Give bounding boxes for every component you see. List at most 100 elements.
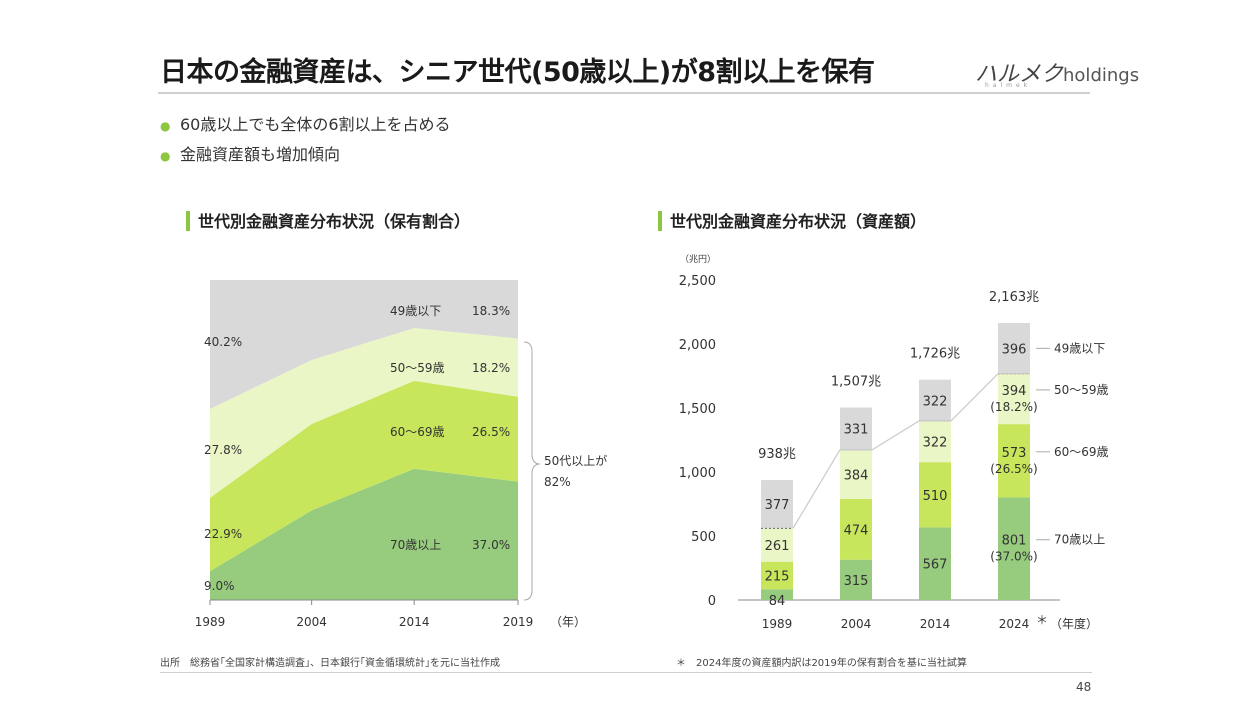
right-value-label: 26.5%	[472, 425, 510, 439]
series-name-label: 49歳以下	[390, 304, 441, 318]
segment-value-label: 573	[1002, 446, 1027, 461]
x-tick-label: 2014	[399, 615, 430, 629]
segment-value-label: 315	[844, 574, 869, 589]
right-value-label: 18.2%	[472, 361, 510, 375]
segment-value-label: 567	[923, 558, 948, 573]
segment-value-label: 261	[765, 539, 790, 554]
right-chart-heading: 世代別金融資産分布状況（資産額）	[658, 208, 926, 232]
x-tick-label: 1989	[195, 615, 226, 629]
bar-segment	[998, 373, 1030, 425]
y-axis-unit: （兆円）	[680, 254, 716, 265]
bullet-icon: ●	[160, 149, 171, 163]
total-label: 1,507兆	[831, 374, 881, 389]
bar-segment	[840, 407, 872, 450]
bar-segment	[919, 527, 951, 600]
x-tick-label: 2014	[920, 617, 951, 631]
segment-pct-label: (37.0%)	[990, 550, 1037, 564]
bar-segment	[919, 379, 951, 421]
legend-label: 60～69歳	[1054, 445, 1109, 459]
bar-segment	[998, 323, 1030, 374]
y-tick-label: 1,000	[679, 466, 716, 481]
area-series	[210, 280, 518, 409]
bullet-icon: ●	[160, 119, 171, 133]
y-tick-label: 1,500	[679, 402, 716, 417]
segment-value-label: 384	[844, 468, 869, 483]
bar-segment	[761, 589, 793, 600]
footer-divider	[160, 672, 1092, 673]
segment-value-label: 394	[1002, 384, 1027, 399]
left-value-label: 22.9%	[204, 527, 242, 541]
total-label: 938兆	[758, 447, 796, 462]
total-label: 1,726兆	[910, 347, 960, 362]
segment-value-label: 510	[923, 489, 948, 504]
y-tick-label: 2,000	[679, 338, 716, 353]
heading-accent-bar	[658, 211, 662, 231]
left-value-label: 27.8%	[204, 443, 242, 457]
bullet-item: ● 60歳以上でも全体の6割以上を占める	[160, 114, 451, 144]
bar-segment	[761, 528, 793, 562]
bar-segment	[919, 462, 951, 528]
segment-value-label: 377	[765, 498, 790, 513]
bar-segment	[998, 497, 1030, 600]
left-chart-heading-text: 世代別金融資産分布状況（保有割合）	[198, 212, 471, 231]
source-note: 出所 総務省｢全国家計構造調査｣、日本銀行｢資金循環統計｣を元に当社作成	[160, 658, 500, 669]
right-value-label: 37.0%	[472, 538, 510, 552]
estimate-note: ＊ 2024年度の資産額内訳は2019年の保有割合を基に当社試算	[676, 658, 967, 669]
trend-line	[792, 373, 1030, 529]
bar-segment	[998, 424, 1030, 498]
right-chart-heading-text: 世代別金融資産分布状況（資産額）	[670, 212, 927, 231]
x-tick-label: 2019	[503, 615, 534, 629]
company-logo: ハルメクholdings halmek	[975, 56, 1140, 89]
bar-segment	[840, 559, 872, 600]
title-divider	[158, 92, 1090, 94]
area-series	[210, 328, 518, 498]
segment-value-label: 84	[769, 594, 786, 609]
logo-text: holdings	[1063, 65, 1140, 86]
bullet-text: 金融資産額も増加傾向	[180, 145, 341, 164]
bullet-item: ● 金融資産額も増加傾向	[160, 144, 451, 174]
bracket-label: 50代以上が	[544, 453, 607, 468]
page-number: 48	[1076, 680, 1092, 694]
series-name-label: 50～59歳	[390, 361, 445, 375]
bullet-text: 60歳以上でも全体の6割以上を占める	[180, 115, 451, 134]
bar-segment	[840, 499, 872, 560]
bullet-list: ● 60歳以上でも全体の6割以上を占める ● 金融資産額も増加傾向	[160, 114, 451, 174]
y-tick-label: 2,500	[679, 274, 716, 289]
series-name-label: 70歳以上	[390, 538, 441, 552]
segment-value-label: 215	[765, 569, 790, 584]
y-tick-label: 500	[691, 530, 716, 545]
y-tick-label: 0	[708, 594, 716, 609]
segment-value-label: 801	[1002, 534, 1027, 549]
left-value-label: 9.0%	[204, 579, 235, 593]
left-chart-heading: 世代別金融資産分布状況（保有割合）	[186, 208, 470, 232]
x-tick-label: 2004	[296, 615, 327, 629]
x-tick-label: 2004	[841, 617, 872, 631]
segment-value-label: 474	[844, 523, 869, 538]
logo-sub: halmek	[985, 82, 1032, 89]
area-chart: 1989 2004 2014 2019 （年） 40.2% 27.8% 22.9% 9.0% 49…	[195, 280, 607, 629]
bar-segment	[840, 449, 872, 500]
bracket-label: 82%	[544, 475, 571, 489]
heading-accent-bar	[186, 211, 190, 231]
bracket	[523, 341, 541, 601]
segment-pct-label: (18.2%)	[990, 400, 1037, 414]
series-name-label: 60～69歳	[390, 425, 445, 439]
right-value-label: 18.3%	[472, 304, 510, 318]
x-tick-label: 2024	[999, 617, 1030, 631]
x-axis-unit: （年度）	[1050, 616, 1098, 631]
x-tick-label: 1989	[762, 617, 793, 631]
area-series	[210, 468, 518, 600]
segment-value-label: 322	[923, 394, 948, 409]
left-value-label: 40.2%	[204, 335, 242, 349]
bar-segment	[919, 420, 951, 463]
page-title: 日本の金融資産は、シニア世代(50歳以上)が8割以上を保有	[160, 57, 875, 88]
total-label: 2,163兆	[989, 290, 1039, 305]
x-axis-unit: （年）	[550, 615, 586, 629]
legend-label: 49歳以下	[1054, 341, 1105, 355]
legend-label: 50～59歳	[1054, 383, 1109, 397]
logo-kana: ハルメク	[975, 62, 1064, 87]
segment-value-label: 331	[844, 423, 869, 438]
bar-chart: （兆円） 0 500 1,000 1,500 2,000 2,500 84 215 261 377 1…	[679, 254, 1109, 631]
area-series	[210, 380, 518, 572]
